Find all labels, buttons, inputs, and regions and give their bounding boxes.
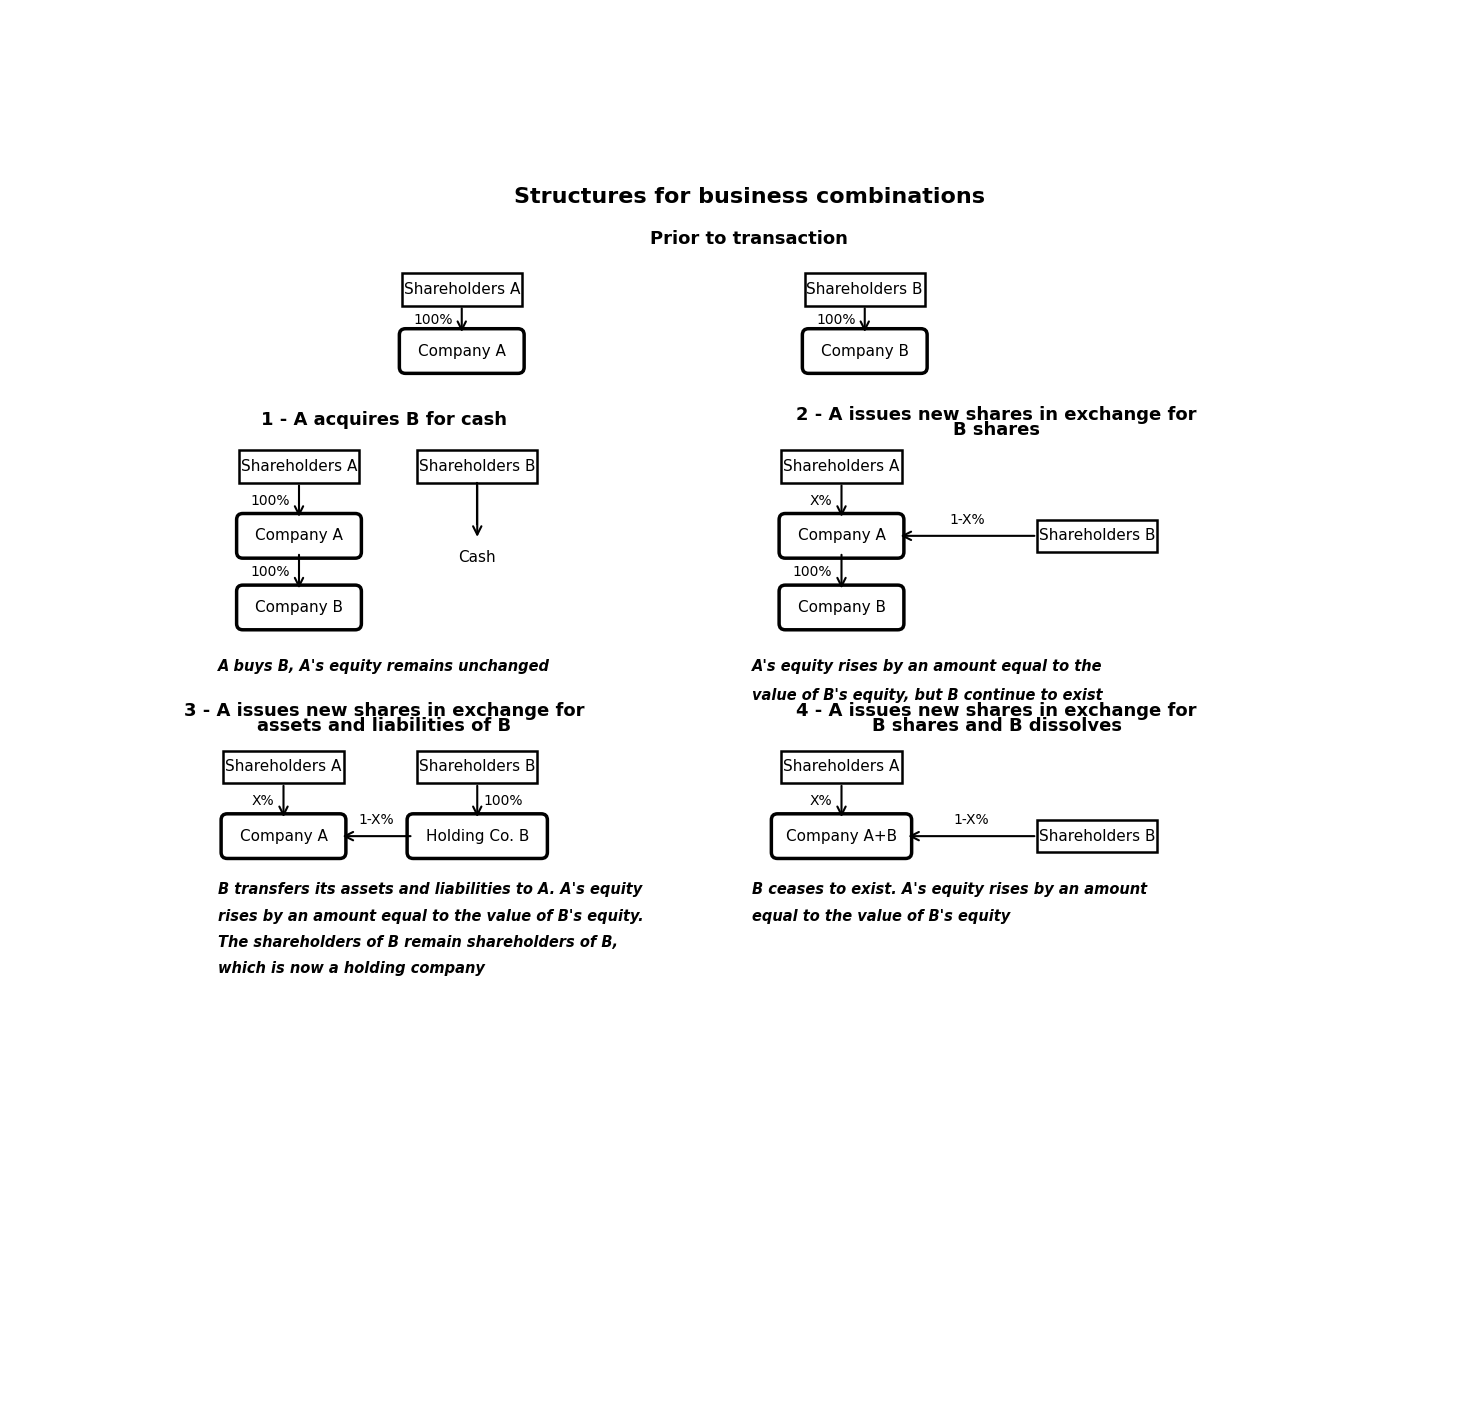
FancyBboxPatch shape: [779, 514, 904, 559]
Text: 100%: 100%: [250, 564, 289, 579]
Text: which is now a holding company: which is now a holding company: [218, 961, 484, 976]
Text: Shareholders A: Shareholders A: [404, 282, 520, 296]
Text: Company A: Company A: [798, 528, 886, 543]
FancyBboxPatch shape: [399, 329, 525, 374]
FancyBboxPatch shape: [402, 274, 522, 306]
Text: Company A: Company A: [254, 528, 344, 543]
FancyBboxPatch shape: [772, 814, 912, 858]
FancyBboxPatch shape: [779, 586, 904, 629]
Text: assets and liabilities of B: assets and liabilities of B: [257, 717, 512, 735]
Text: 100%: 100%: [412, 313, 452, 327]
Text: 1 - A acquires B for cash: 1 - A acquires B for cash: [262, 412, 507, 429]
Text: Company B: Company B: [254, 600, 344, 615]
Text: 100%: 100%: [816, 313, 855, 327]
Text: 100%: 100%: [250, 494, 289, 508]
FancyBboxPatch shape: [406, 814, 547, 858]
FancyBboxPatch shape: [1037, 519, 1158, 552]
Text: 2 - A issues new shares in exchange for: 2 - A issues new shares in exchange for: [797, 406, 1197, 423]
FancyBboxPatch shape: [224, 751, 344, 783]
Text: equal to the value of B's equity: equal to the value of B's equity: [753, 909, 1010, 924]
Text: 1-X%: 1-X%: [950, 512, 985, 526]
Text: B shares and B dissolves: B shares and B dissolves: [871, 717, 1121, 735]
Text: Company B: Company B: [797, 600, 886, 615]
Text: X%: X%: [251, 794, 275, 809]
Text: Company B: Company B: [820, 343, 909, 358]
Text: 1-X%: 1-X%: [953, 813, 990, 827]
Text: B transfers its assets and liabilities to A. A's equity: B transfers its assets and liabilities t…: [218, 882, 642, 897]
Text: Holding Co. B: Holding Co. B: [425, 828, 529, 844]
Text: Company A+B: Company A+B: [787, 828, 898, 844]
Text: value of B's equity, but B continue to exist: value of B's equity, but B continue to e…: [753, 689, 1102, 703]
Text: A's equity rises by an amount equal to the: A's equity rises by an amount equal to t…: [753, 659, 1102, 674]
Text: 100%: 100%: [484, 794, 523, 809]
Text: Company A: Company A: [418, 343, 506, 358]
Text: rises by an amount equal to the value of B's equity.: rises by an amount equal to the value of…: [218, 909, 643, 924]
FancyBboxPatch shape: [221, 814, 346, 858]
FancyBboxPatch shape: [781, 450, 902, 483]
Text: Cash: Cash: [459, 550, 496, 564]
Text: 3 - A issues new shares in exchange for: 3 - A issues new shares in exchange for: [184, 701, 585, 720]
Text: Prior to transaction: Prior to transaction: [651, 230, 848, 248]
Text: Shareholders A: Shareholders A: [225, 759, 342, 775]
FancyBboxPatch shape: [1037, 820, 1158, 852]
FancyBboxPatch shape: [237, 586, 361, 629]
Text: 100%: 100%: [792, 564, 832, 579]
Text: Company A: Company A: [240, 828, 327, 844]
Text: X%: X%: [810, 494, 832, 508]
Text: X%: X%: [810, 794, 832, 809]
FancyBboxPatch shape: [804, 274, 925, 306]
Text: 1-X%: 1-X%: [358, 813, 395, 827]
FancyBboxPatch shape: [781, 751, 902, 783]
FancyBboxPatch shape: [417, 751, 538, 783]
Text: Shareholders B: Shareholders B: [1039, 828, 1155, 844]
FancyBboxPatch shape: [803, 329, 927, 374]
Text: Shareholders B: Shareholders B: [1039, 528, 1155, 543]
FancyBboxPatch shape: [417, 450, 538, 483]
Text: Shareholders A: Shareholders A: [241, 459, 357, 474]
FancyBboxPatch shape: [237, 514, 361, 559]
Text: 4 - A issues new shares in exchange for: 4 - A issues new shares in exchange for: [797, 701, 1197, 720]
Text: Shareholders B: Shareholders B: [420, 759, 535, 775]
Text: A buys B, A's equity remains unchanged: A buys B, A's equity remains unchanged: [218, 659, 550, 674]
Text: Shareholders A: Shareholders A: [784, 459, 899, 474]
Text: Shareholders B: Shareholders B: [807, 282, 923, 296]
Text: B ceases to exist. A's equity rises by an amount: B ceases to exist. A's equity rises by a…: [753, 882, 1148, 897]
Text: Structures for business combinations: Structures for business combinations: [513, 188, 985, 207]
Text: Shareholders B: Shareholders B: [420, 459, 535, 474]
FancyBboxPatch shape: [238, 450, 360, 483]
Text: B shares: B shares: [953, 422, 1039, 439]
Text: The shareholders of B remain shareholders of B,: The shareholders of B remain shareholder…: [218, 934, 617, 950]
Text: Shareholders A: Shareholders A: [784, 759, 899, 775]
